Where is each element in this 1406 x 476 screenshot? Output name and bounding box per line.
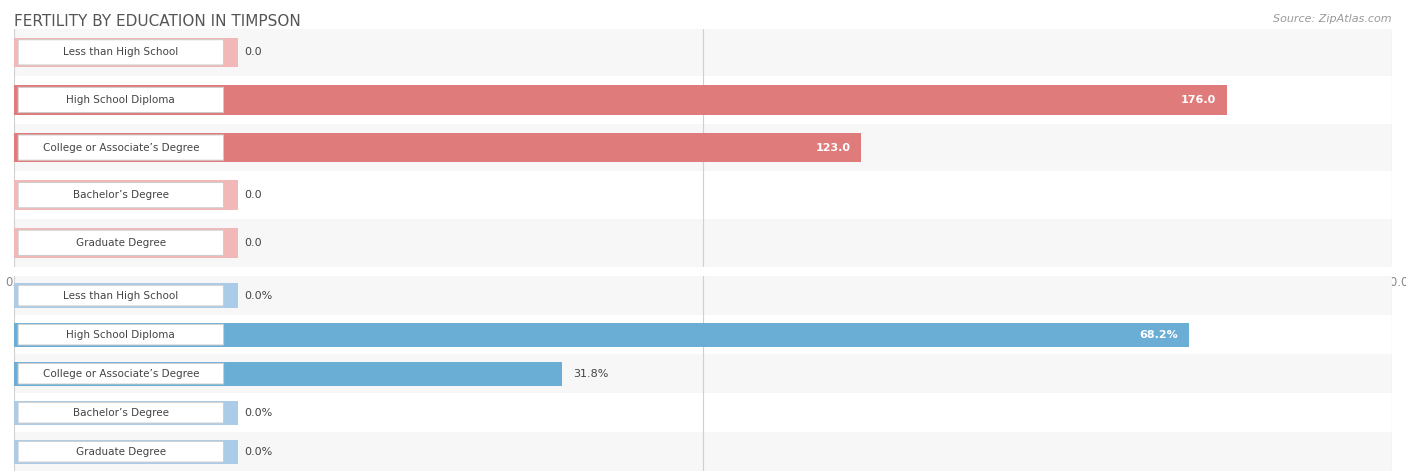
Bar: [14, 133, 862, 162]
Bar: [14, 315, 1392, 354]
Text: 0.0%: 0.0%: [245, 290, 273, 301]
FancyBboxPatch shape: [18, 285, 224, 306]
Bar: [14, 393, 1392, 432]
FancyBboxPatch shape: [18, 441, 224, 462]
FancyBboxPatch shape: [18, 230, 224, 255]
FancyBboxPatch shape: [18, 402, 224, 423]
Bar: [14, 432, 1392, 471]
FancyBboxPatch shape: [18, 88, 224, 112]
Bar: [14, 29, 1392, 76]
Text: 123.0: 123.0: [815, 142, 851, 153]
Bar: [14, 440, 238, 464]
Text: 68.2%: 68.2%: [1139, 329, 1178, 340]
Bar: [14, 276, 1392, 315]
FancyBboxPatch shape: [18, 135, 224, 160]
Bar: [14, 38, 238, 67]
Text: High School Diploma: High School Diploma: [66, 329, 176, 340]
Text: Bachelor’s Degree: Bachelor’s Degree: [73, 190, 169, 200]
Text: 31.8%: 31.8%: [572, 368, 609, 379]
Text: Less than High School: Less than High School: [63, 290, 179, 301]
Text: Graduate Degree: Graduate Degree: [76, 446, 166, 457]
Bar: [14, 219, 1392, 267]
Bar: [14, 362, 562, 386]
FancyBboxPatch shape: [18, 183, 224, 208]
FancyBboxPatch shape: [18, 40, 224, 65]
Bar: [14, 124, 1392, 171]
Text: 0.0%: 0.0%: [245, 407, 273, 418]
Bar: [14, 354, 1392, 393]
Bar: [14, 76, 1392, 124]
FancyBboxPatch shape: [18, 324, 224, 345]
Text: Bachelor’s Degree: Bachelor’s Degree: [73, 407, 169, 418]
Bar: [14, 85, 1226, 115]
Text: Graduate Degree: Graduate Degree: [76, 238, 166, 248]
Text: Source: ZipAtlas.com: Source: ZipAtlas.com: [1274, 14, 1392, 24]
Bar: [14, 228, 238, 258]
Text: FERTILITY BY EDUCATION IN TIMPSON: FERTILITY BY EDUCATION IN TIMPSON: [14, 14, 301, 30]
Bar: [14, 401, 238, 425]
Bar: [14, 284, 238, 307]
Text: 0.0: 0.0: [245, 238, 263, 248]
Bar: [14, 180, 238, 210]
FancyBboxPatch shape: [18, 363, 224, 384]
Text: College or Associate’s Degree: College or Associate’s Degree: [42, 142, 200, 153]
Text: 0.0: 0.0: [245, 47, 263, 58]
Bar: [14, 323, 1188, 347]
Text: 0.0: 0.0: [245, 190, 263, 200]
Text: College or Associate’s Degree: College or Associate’s Degree: [42, 368, 200, 379]
Text: High School Diploma: High School Diploma: [66, 95, 176, 105]
Text: 176.0: 176.0: [1180, 95, 1216, 105]
Text: Less than High School: Less than High School: [63, 47, 179, 58]
Bar: [14, 171, 1392, 219]
Text: 0.0%: 0.0%: [245, 446, 273, 457]
